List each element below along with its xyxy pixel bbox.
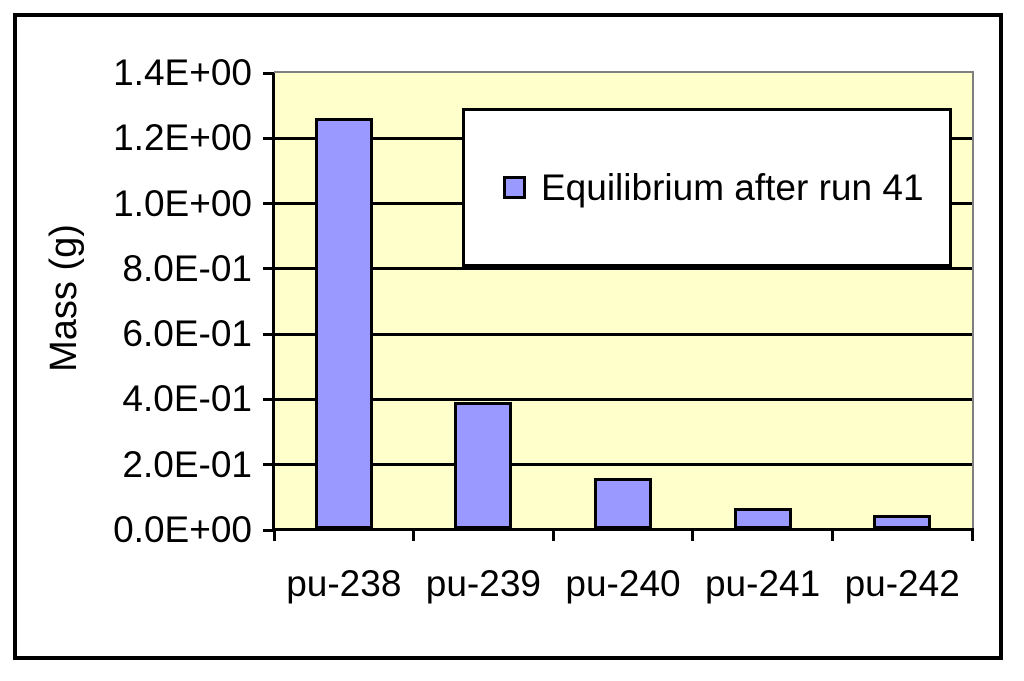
bar-pu-239 [454, 402, 512, 529]
y-tick [263, 71, 274, 75]
x-tick-label-pu-240: pu-240 [565, 563, 681, 604]
y-axis-line [272, 73, 275, 530]
bar-pu-241 [734, 508, 792, 529]
y-tick [263, 332, 274, 336]
y-tick [263, 528, 274, 532]
y-tick-label: 4.0E-01 [122, 378, 252, 420]
y-tick-label: 1.0E+00 [113, 182, 252, 224]
chart-frame-border [13, 13, 1003, 660]
x-axis-line [272, 528, 972, 531]
x-tick [272, 528, 276, 541]
y-tick-label: 6.0E-01 [122, 313, 252, 355]
y-tick [263, 397, 274, 401]
x-tick-label-pu-239: pu-239 [425, 563, 541, 604]
y-tick [263, 202, 274, 206]
bar-pu-238 [315, 118, 373, 529]
legend-label: Equilibrium after run 41 [541, 166, 924, 208]
x-tick [691, 528, 695, 541]
y-tick [263, 267, 274, 271]
y-tick-label: 1.4E+00 [113, 52, 252, 93]
y-tick-label: 1.2E+00 [113, 117, 252, 159]
x-tick-label-pu-241: pu-241 [704, 563, 821, 604]
gridline [274, 463, 972, 467]
x-tick-label-pu-238: pu-238 [286, 563, 402, 604]
gridline [274, 332, 972, 336]
x-tick [970, 528, 974, 541]
y-tick [263, 136, 274, 140]
x-tick [412, 528, 416, 541]
y-axis-title-text: Mass (g) [43, 224, 85, 372]
gridline [274, 397, 972, 401]
bar-pu-240 [594, 478, 652, 529]
y-tick-label: 8.0E-01 [122, 247, 252, 289]
x-tick-label-pu-242: pu-242 [844, 563, 960, 604]
x-tick [830, 528, 834, 541]
y-tick-label: 2.0E-01 [122, 443, 252, 485]
y-tick-label: 0.0E+00 [113, 509, 252, 550]
x-tick [551, 528, 555, 541]
bar-pu-242 [873, 515, 931, 529]
gridline [274, 267, 972, 271]
legend-box: Equilibrium after run 41 [462, 108, 952, 267]
y-tick [263, 463, 274, 467]
legend-marker-square-icon [503, 176, 526, 199]
